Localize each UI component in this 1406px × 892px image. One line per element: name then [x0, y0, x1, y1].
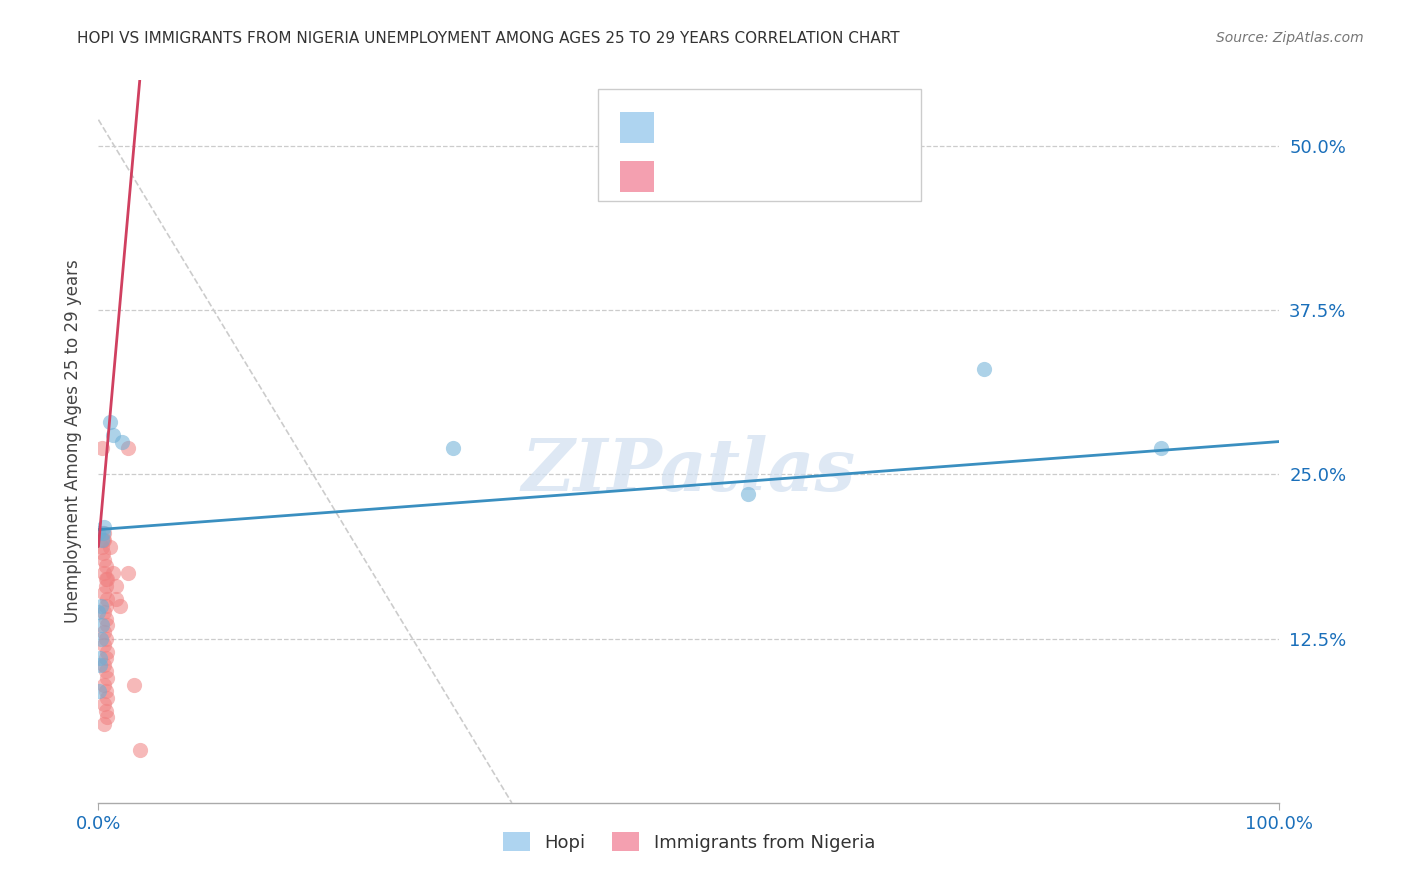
Point: [87, 526, 110, 541]
Point: [96, 690, 118, 705]
Point: [117, 441, 139, 455]
Point: [94, 573, 117, 587]
Text: HOPI VS IMMIGRANTS FROM NIGERIA UNEMPLOYMENT AMONG AGES 25 TO 29 YEARS CORRELATI: HOPI VS IMMIGRANTS FROM NIGERIA UNEMPLOY…: [77, 31, 900, 46]
Text: 17: 17: [817, 118, 844, 137]
Point: [96, 645, 118, 659]
Point: [91, 618, 114, 632]
Point: [91, 441, 114, 455]
Point: [93, 605, 115, 619]
Text: R =: R =: [666, 167, 709, 186]
Point: [93, 638, 115, 652]
Point: [101, 566, 124, 580]
Point: [94, 684, 117, 698]
Text: R =: R =: [666, 118, 709, 137]
Point: [93, 625, 115, 640]
Point: [93, 677, 115, 691]
Point: [93, 566, 115, 580]
Text: 0.471: 0.471: [711, 167, 773, 186]
Text: ZIPatlas: ZIPatlas: [522, 435, 856, 506]
Point: [441, 441, 464, 455]
Point: [94, 665, 117, 679]
Point: [96, 671, 118, 685]
Point: [94, 599, 117, 613]
Point: [91, 533, 114, 547]
Point: [90, 632, 112, 646]
Point: [87, 605, 110, 619]
Point: [96, 710, 118, 724]
Point: [91, 526, 114, 541]
Point: [98, 540, 121, 554]
Point: [93, 520, 115, 534]
Point: [93, 533, 115, 547]
Point: [93, 553, 115, 567]
Point: [87, 684, 110, 698]
Text: N =: N =: [768, 118, 824, 137]
Point: [737, 487, 759, 501]
Point: [94, 579, 117, 593]
Text: 42: 42: [817, 167, 844, 186]
Point: [105, 592, 128, 607]
Text: 0.285: 0.285: [711, 118, 773, 137]
Point: [93, 585, 115, 599]
Point: [93, 526, 115, 541]
Point: [93, 657, 115, 672]
Point: [89, 651, 111, 665]
Point: [111, 434, 134, 449]
Point: [101, 428, 124, 442]
Point: [96, 592, 118, 607]
Y-axis label: Unemployment Among Ages 25 to 29 years: Unemployment Among Ages 25 to 29 years: [63, 260, 82, 624]
Point: [89, 657, 111, 672]
Text: Source: ZipAtlas.com: Source: ZipAtlas.com: [1216, 31, 1364, 45]
Point: [122, 677, 145, 691]
Point: [1150, 441, 1173, 455]
Point: [90, 599, 112, 613]
Point: [94, 704, 117, 718]
Point: [93, 717, 115, 731]
Point: [108, 599, 131, 613]
Point: [94, 612, 117, 626]
Point: [105, 579, 128, 593]
Text: N =: N =: [768, 167, 824, 186]
Point: [91, 546, 114, 560]
Point: [93, 698, 115, 712]
Point: [96, 618, 118, 632]
Point: [94, 632, 117, 646]
Point: [91, 540, 114, 554]
Point: [117, 566, 139, 580]
Point: [91, 533, 114, 547]
Point: [98, 415, 121, 429]
Point: [128, 743, 150, 757]
Point: [94, 651, 117, 665]
Point: [96, 573, 118, 587]
Point: [973, 362, 995, 376]
Legend: Hopi, Immigrants from Nigeria: Hopi, Immigrants from Nigeria: [495, 825, 883, 859]
Point: [94, 559, 117, 574]
